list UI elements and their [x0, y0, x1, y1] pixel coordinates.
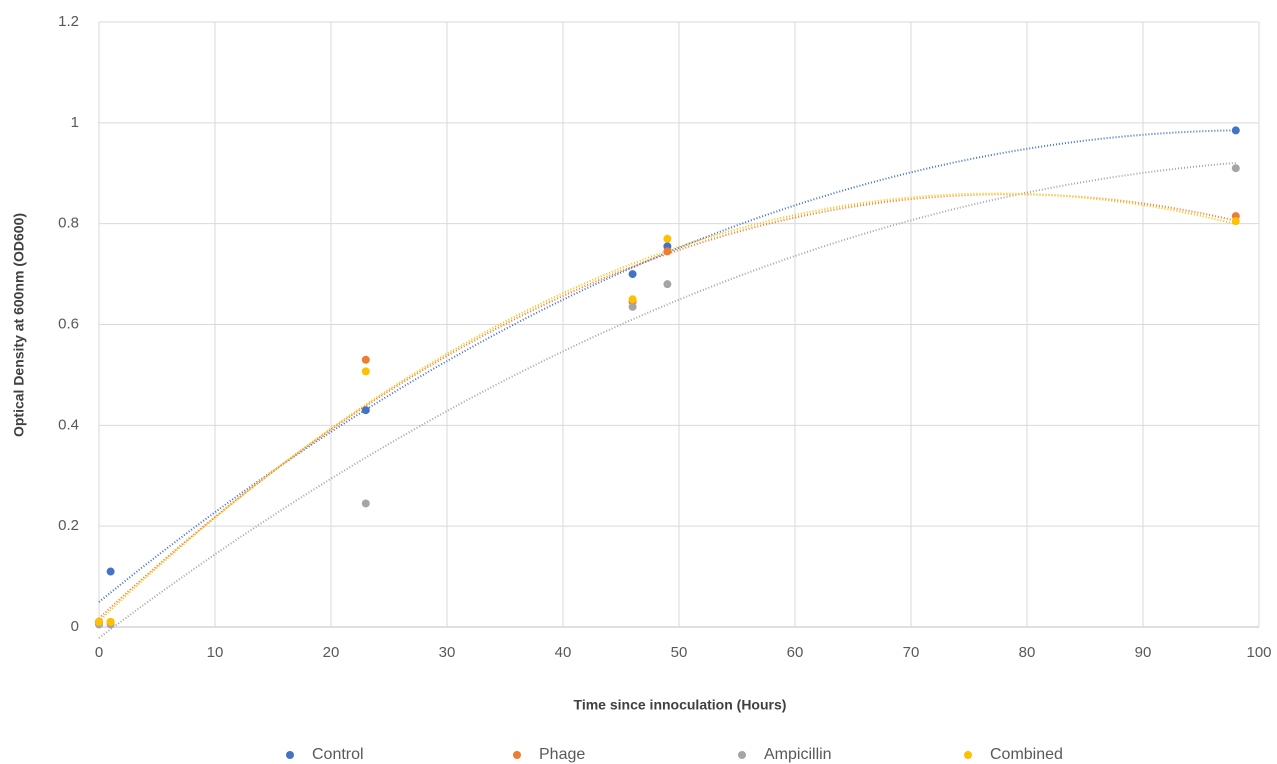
- data-point: [95, 617, 103, 626]
- x-axis-title: Time since innoculation (Hours): [574, 697, 787, 713]
- data-point: [361, 355, 370, 364]
- data-point: [361, 367, 370, 376]
- data-point: [361, 406, 370, 415]
- x-tick-label: 90: [1135, 644, 1152, 661]
- x-tick-label: 70: [903, 644, 920, 661]
- data-point: [663, 234, 672, 243]
- y-axis-title: Optical Density at 600nm (OD600): [11, 213, 27, 437]
- trendline: [98, 161, 1236, 639]
- trendline: [98, 129, 1236, 603]
- legend-label: Control: [312, 746, 364, 763]
- data-point: [106, 617, 115, 626]
- data-point: [663, 280, 672, 289]
- x-tick-label: 60: [787, 644, 804, 661]
- data-point: [663, 247, 672, 256]
- x-tick-label: 40: [555, 644, 572, 661]
- data-point: [361, 499, 370, 508]
- x-tick-label: 80: [1019, 644, 1036, 661]
- y-tick-label: 1: [71, 114, 79, 131]
- legend-marker: [286, 751, 294, 759]
- y-tick-label: 0: [71, 618, 79, 635]
- y-tick-label: 0.6: [58, 315, 79, 332]
- legend-marker: [738, 751, 746, 759]
- trendline: [98, 193, 1237, 620]
- data-point: [628, 270, 637, 279]
- x-tick-label: 20: [323, 644, 340, 661]
- data-point: [628, 302, 637, 311]
- x-tick-label: 0: [95, 644, 103, 661]
- legend-marker: [964, 751, 972, 759]
- y-tick-label: 0.4: [58, 416, 79, 433]
- y-tick-label: 1.2: [58, 13, 79, 30]
- x-tick-label: 30: [439, 644, 456, 661]
- data-point: [106, 567, 115, 576]
- x-tick-label: 10: [207, 644, 224, 661]
- data-point: [1231, 164, 1240, 173]
- data-point: [628, 295, 637, 304]
- y-tick-label: 0.8: [58, 215, 79, 232]
- data-point: [1231, 217, 1240, 226]
- y-tick-label: 0.2: [58, 517, 79, 534]
- x-tick-label: 100: [1246, 644, 1271, 661]
- legend-label: Combined: [990, 746, 1063, 763]
- legend-label: Ampicillin: [764, 746, 832, 763]
- x-tick-label: 50: [671, 644, 688, 661]
- legend-marker: [513, 751, 521, 759]
- data-point: [1231, 126, 1240, 135]
- trendline: [98, 192, 1237, 622]
- legend-label: Phage: [539, 746, 585, 763]
